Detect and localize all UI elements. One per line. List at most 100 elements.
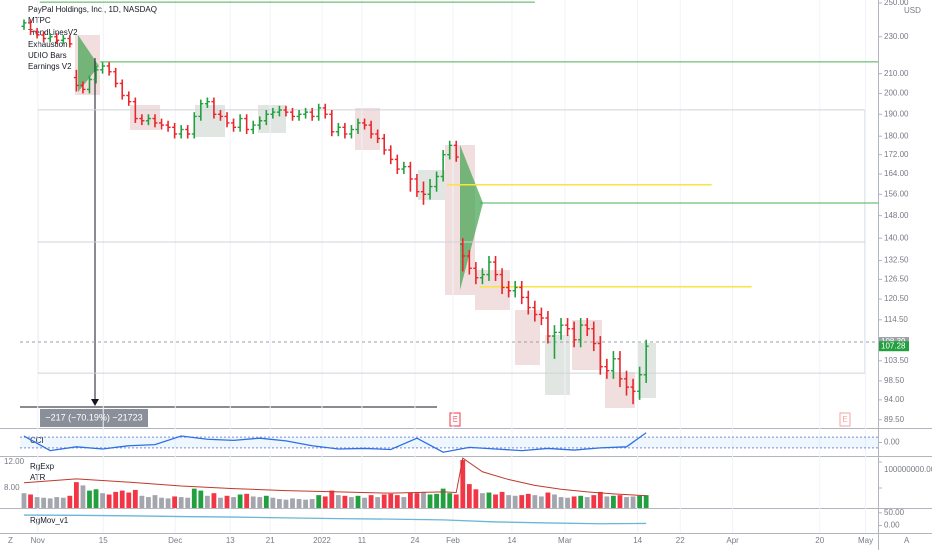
indicator-name[interactable]: Exhaustion — [28, 40, 68, 49]
hist-bar — [525, 493, 531, 508]
y-tick-label: 164.00 — [884, 169, 909, 178]
hist-bar — [611, 495, 616, 508]
pane-value: 100000000.0000 — [884, 465, 932, 474]
toolbar-label[interactable]: Z — [8, 536, 13, 545]
pane-title[interactable]: RgExp — [30, 462, 55, 471]
measure-arrow — [91, 399, 99, 406]
hist-bar — [204, 495, 210, 508]
indicator-name[interactable]: TrendLinesV2 — [28, 28, 78, 37]
hist-bar — [460, 460, 466, 508]
hist-bar — [480, 493, 485, 508]
earnings-badge[interactable] — [839, 412, 851, 427]
hist-bar — [139, 495, 145, 508]
hist-bar — [132, 489, 138, 508]
y-tick-label: 230.00 — [884, 32, 909, 41]
zone — [355, 108, 380, 150]
hist-bar — [591, 495, 597, 508]
hist-bar — [309, 499, 315, 508]
price-badge-label: 107.28 — [881, 341, 906, 350]
hist-bar — [93, 489, 99, 508]
hist-bar — [388, 493, 394, 508]
hist-bar — [172, 496, 178, 508]
hist-bar — [447, 493, 453, 508]
x-tick-label: 20 — [815, 536, 824, 545]
hist-bar — [159, 497, 164, 508]
hist-bar — [60, 497, 66, 508]
hist-bar — [493, 494, 498, 508]
hist-bar — [218, 497, 223, 508]
y-tick-label: 103.50 — [884, 356, 909, 365]
hist-bar — [47, 498, 53, 508]
hist-bar — [349, 497, 354, 508]
hist-bar — [624, 497, 629, 508]
hist-bar — [453, 494, 459, 508]
earnings-badge[interactable] — [449, 412, 461, 427]
hist-bar — [584, 497, 590, 508]
atr-line — [23, 457, 647, 497]
y-tick-label: 180.00 — [884, 131, 909, 140]
hist-bar — [604, 496, 610, 508]
hist-bar — [263, 495, 269, 508]
x-tick-label: 14 — [633, 536, 642, 545]
indicator-name[interactable]: UDIO Bars — [28, 51, 67, 60]
currency: USD — [904, 6, 921, 15]
hist-bar — [552, 494, 557, 508]
zone — [638, 343, 656, 398]
hist-bar — [617, 495, 623, 508]
indicator-name[interactable]: MTPC — [28, 16, 51, 25]
hist-bar — [381, 494, 387, 508]
hist-bar — [499, 491, 505, 508]
hist-bar — [368, 495, 374, 508]
hist-bar — [87, 490, 92, 508]
y-tick-label: 89.50 — [884, 415, 905, 424]
hist-bar — [630, 496, 636, 508]
y-tick-label: 250.00 — [884, 0, 909, 7]
toolbar-label[interactable]: A — [904, 536, 910, 545]
hist-bar — [519, 495, 525, 508]
hist-bar — [486, 492, 492, 508]
hist-bar — [316, 495, 322, 508]
hist-bar — [329, 490, 335, 508]
hist-bar — [224, 495, 230, 508]
earnings-wedge — [78, 35, 99, 92]
hist-bar — [565, 497, 570, 508]
hist-bar — [211, 493, 217, 508]
pane-title[interactable]: CCI — [30, 436, 44, 445]
hist-bar — [538, 496, 544, 508]
hist-bar — [342, 495, 348, 508]
indicator-name[interactable]: Earnings V2 — [28, 62, 72, 71]
hist-bar — [277, 499, 282, 508]
hist-bar — [21, 493, 27, 508]
hist-bar — [597, 491, 603, 508]
hist-bar — [558, 497, 564, 508]
hist-bar — [185, 497, 191, 508]
y-tick-label: 140.00 — [884, 233, 909, 242]
y-tick-label: 8.00 — [4, 483, 20, 492]
hist-bar — [178, 497, 184, 508]
zone — [475, 270, 510, 310]
y-tick-label: 172.00 — [884, 150, 909, 159]
y-tick-label: 114.50 — [884, 315, 908, 324]
pane-title[interactable]: RgMov_v1 — [30, 516, 69, 525]
y-tick-label: 210.00 — [884, 69, 909, 78]
y-tick-label: 190.00 — [884, 109, 909, 118]
x-tick-label: 11 — [358, 536, 367, 545]
hist-bar — [407, 492, 413, 508]
symbol-title: PayPal Holdings, Inc., 1D, NASDAQ — [28, 5, 157, 14]
y-tick-label: 0.00 — [884, 438, 900, 447]
hist-bar — [322, 496, 328, 508]
hist-bar — [355, 495, 361, 508]
earnings-label[interactable]: E — [452, 415, 457, 424]
measure-label: −217 (−70.19%) −21723 — [45, 412, 142, 422]
hist-bar — [394, 495, 400, 508]
hist-bar — [296, 499, 302, 508]
hist-bar — [28, 494, 33, 508]
y-tick-label: 98.50 — [884, 376, 905, 385]
y-tick-label: 156.00 — [884, 189, 909, 198]
hist-bar — [126, 492, 132, 508]
hist-bar — [270, 497, 276, 508]
x-tick-label: Dec — [168, 536, 182, 545]
earnings-label[interactable]: E — [842, 415, 847, 424]
